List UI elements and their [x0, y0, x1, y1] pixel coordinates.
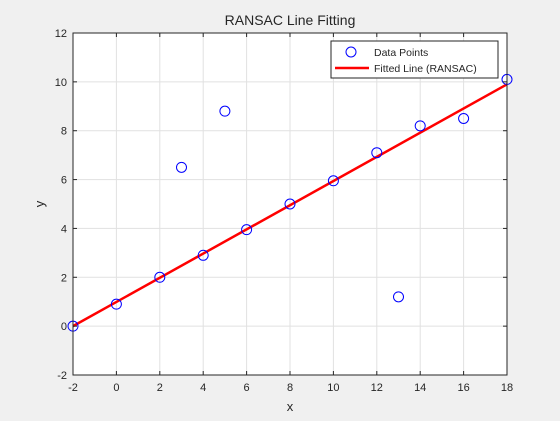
x-tick-label: 8 — [287, 382, 293, 394]
fitted-line — [72, 83, 508, 328]
legend-label-fitted: Fitted Line (RANSAC) — [374, 63, 477, 75]
y-tick-label: 2 — [61, 272, 67, 284]
x-tick-label: 6 — [244, 382, 250, 394]
x-tick-label: 2 — [157, 382, 163, 394]
legend-marker-data-points — [345, 46, 357, 58]
data-point — [393, 291, 404, 303]
y-axis-label: y — [32, 200, 47, 207]
y-tick-label: 12 — [55, 28, 67, 40]
x-tick-label: 4 — [200, 382, 206, 394]
y-tick-label: 8 — [61, 126, 67, 138]
data-point — [176, 161, 187, 173]
axes: -2 0 2 4 6 8 10 12 14 16 18 -2 0 2 4 6 8 10 12 — [55, 28, 513, 394]
x-tick-label: 12 — [371, 382, 383, 394]
y-tick-label: 4 — [61, 223, 67, 235]
y-tick-label: 6 — [61, 175, 67, 187]
data-point — [458, 113, 470, 124]
legend: Data Points Fitted Line (RANSAC) — [330, 40, 499, 79]
y-tick-label: 10 — [55, 77, 67, 89]
data-point — [154, 271, 166, 283]
data-point — [110, 298, 122, 310]
data-point — [371, 147, 383, 159]
data-point — [219, 105, 231, 117]
x-tick-label: 10 — [327, 382, 339, 394]
data-point — [327, 175, 339, 187]
x-tick-label: -2 — [68, 382, 78, 394]
x-tick-label: 18 — [501, 382, 513, 394]
data-point — [197, 249, 209, 261]
y-tick-label: 0 — [61, 321, 67, 333]
x-tick-label: 0 — [113, 382, 119, 394]
x-tick-label: 14 — [414, 382, 426, 394]
legend-label-data-points: Data Points — [374, 47, 428, 59]
x-axis-label: x — [287, 399, 294, 414]
y-tick-label: -2 — [57, 370, 67, 382]
ticks: -2 0 2 4 6 8 10 12 14 16 18 -2 0 2 4 6 8 10 12 — [55, 28, 513, 394]
data-point — [414, 120, 426, 132]
legend-box — [330, 40, 499, 79]
x-tick-label: 16 — [457, 382, 469, 394]
data-point — [241, 224, 253, 236]
plot-area — [67, 73, 513, 332]
data-point — [284, 198, 296, 210]
chart-title: RANSAC Line Fitting — [225, 12, 356, 28]
